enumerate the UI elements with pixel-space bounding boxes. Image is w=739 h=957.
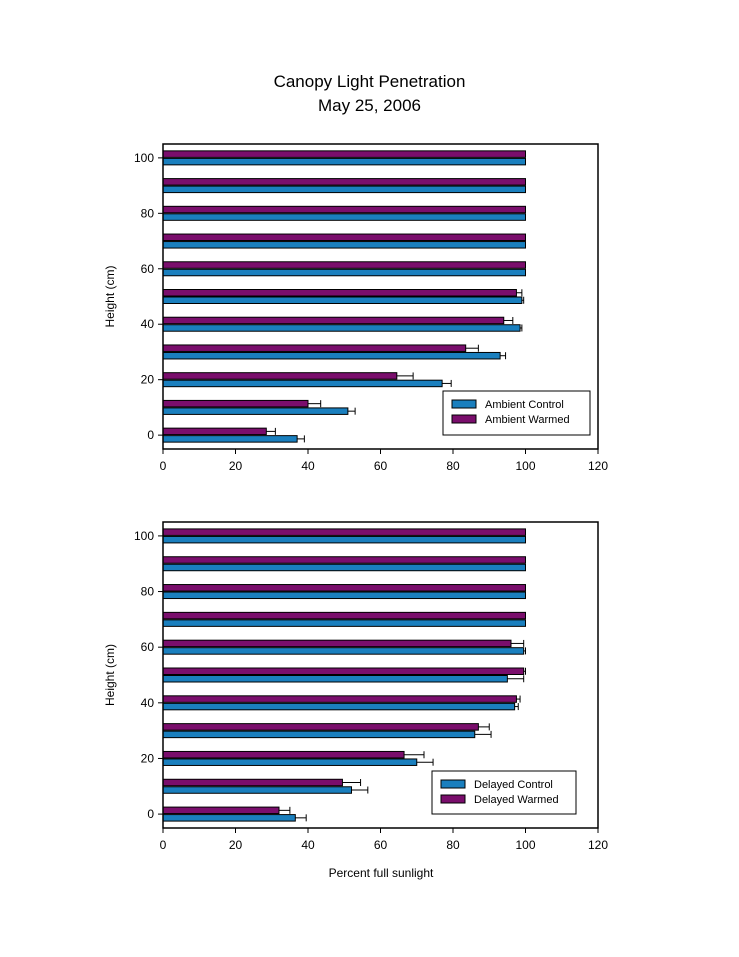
panel-2-y-tick-label: 80 [141, 585, 155, 599]
panel-1-bar-control [162, 435, 298, 443]
panel-1-x-tick-label: 40 [301, 459, 315, 473]
panel-1-bar-warmed [162, 427, 267, 436]
panel-2-x-tick-label: 60 [374, 838, 388, 852]
panel-1-legend-label-warmed: Ambient Warmed [485, 414, 570, 426]
panel-2-bar-control [162, 619, 526, 627]
panel-2-x-tick-label: 40 [301, 838, 315, 852]
panel-1-x-tick-label: 100 [515, 459, 535, 473]
panel-1-x-tick-label: 20 [229, 459, 243, 473]
panel-2-legend-swatch-control [440, 779, 466, 789]
panel-1-bar-warmed [162, 261, 526, 269]
panel-1-bar-control [162, 324, 521, 332]
panel-1-bar-warmed [162, 289, 517, 297]
panel-1-bar-control [162, 185, 526, 194]
panel-1-bar-control [162, 407, 349, 415]
panel-2-x-tick-label: 80 [446, 838, 460, 852]
panel-2-bar-control [162, 591, 526, 600]
panel-1-bar-warmed [162, 399, 309, 408]
panel-2-bar-warmed [162, 667, 525, 675]
panel-2-x-tick-label: 120 [588, 838, 608, 852]
panel-1-legend-box [442, 390, 591, 436]
panel-2-legend-box [431, 770, 577, 815]
panel-2-x-tick-label: 0 [160, 838, 167, 852]
panel-2-bar-control [162, 730, 476, 739]
panel-1-x-tick-label: 80 [446, 459, 460, 473]
panel-1-bar-control [162, 379, 443, 388]
panel-2-bar-control [162, 675, 508, 683]
panel-2-bar-control [162, 814, 296, 822]
panel-1-bar-warmed [162, 233, 526, 242]
panel-2-bar-control [162, 702, 516, 711]
panel-2-bar-control [162, 786, 352, 794]
chart-subtitle: May 25, 2006 [317, 96, 421, 115]
panel-1-x-tick-label: 120 [588, 459, 608, 473]
panel-2-bar-control [162, 758, 418, 766]
panel-2-bar-warmed [162, 556, 526, 564]
panel-2-y-tick-label: 40 [141, 696, 155, 710]
panel-2-x-axis-title: Percent full sunlight [329, 866, 434, 880]
panel-1-y-tick-label: 60 [141, 262, 155, 276]
panel-2-bar-warmed [162, 528, 526, 536]
panel-2-bar-warmed [162, 695, 517, 703]
panel-2-bar-warmed [162, 750, 405, 759]
panel-1-bar-control [162, 213, 526, 221]
panel-2-bar-control [162, 647, 525, 655]
panel-1-y-tick-label: 40 [141, 317, 155, 331]
panel-2-bar-warmed [162, 639, 512, 648]
panel-1-bar-warmed [162, 178, 526, 186]
panel-2-bar-warmed [162, 611, 526, 620]
panel-1-y-axis-title: Height (cm) [103, 265, 117, 327]
panel-1-bar-warmed [162, 150, 526, 158]
panel-2-x-tick-label: 20 [229, 838, 243, 852]
panel-2-y-tick-label: 0 [147, 807, 154, 821]
panel-1-legend-swatch-control [451, 399, 477, 409]
panel-1-x-tick-label: 60 [374, 459, 388, 473]
panel-2-legend-label-warmed: Delayed Warmed [474, 794, 559, 806]
panel-1-bar-warmed [162, 316, 505, 325]
chart-title: Canopy Light Penetration [273, 72, 466, 91]
panel-2-y-axis-title: Height (cm) [103, 644, 117, 706]
panel-1-bar-control [162, 351, 501, 360]
panel-2-x-tick-label: 100 [515, 838, 535, 852]
panel-1-bar-control [162, 268, 526, 277]
panel-1-y-tick-label: 100 [134, 151, 154, 165]
panel-1-y-tick-label: 0 [147, 428, 154, 442]
panel-1-bar-warmed [162, 344, 467, 352]
panel-2-legend-label-control: Delayed Control [474, 779, 553, 791]
panel-2-bar-control [162, 563, 526, 572]
panel-2-y-tick-label: 20 [141, 751, 155, 765]
panel-2-y-tick-label: 100 [134, 529, 154, 543]
panel-2-bar-control [162, 535, 526, 544]
panel-1-legend-label-control: Ambient Control [485, 399, 564, 411]
panel-1-bar-control [162, 241, 526, 249]
panel-1-legend-swatch-warmed [451, 414, 477, 424]
panel-1-x-tick-label: 0 [160, 459, 167, 473]
panel-2-bar-warmed [162, 584, 526, 592]
panel-2-y-tick-label: 60 [141, 640, 155, 654]
panel-1-bar-warmed [162, 372, 398, 380]
panel-1-bar-control [162, 157, 526, 166]
panel-1-y-tick-label: 80 [141, 206, 155, 220]
panel-1-y-tick-label: 20 [141, 373, 155, 387]
panel-2-bar-warmed [162, 806, 280, 815]
panel-2-bar-warmed [162, 723, 479, 731]
panel-2-legend-swatch-warmed [440, 794, 466, 804]
panel-1-bar-warmed [162, 205, 526, 214]
panel-2-bar-warmed [162, 778, 343, 787]
panel-1-bar-control [162, 296, 523, 304]
